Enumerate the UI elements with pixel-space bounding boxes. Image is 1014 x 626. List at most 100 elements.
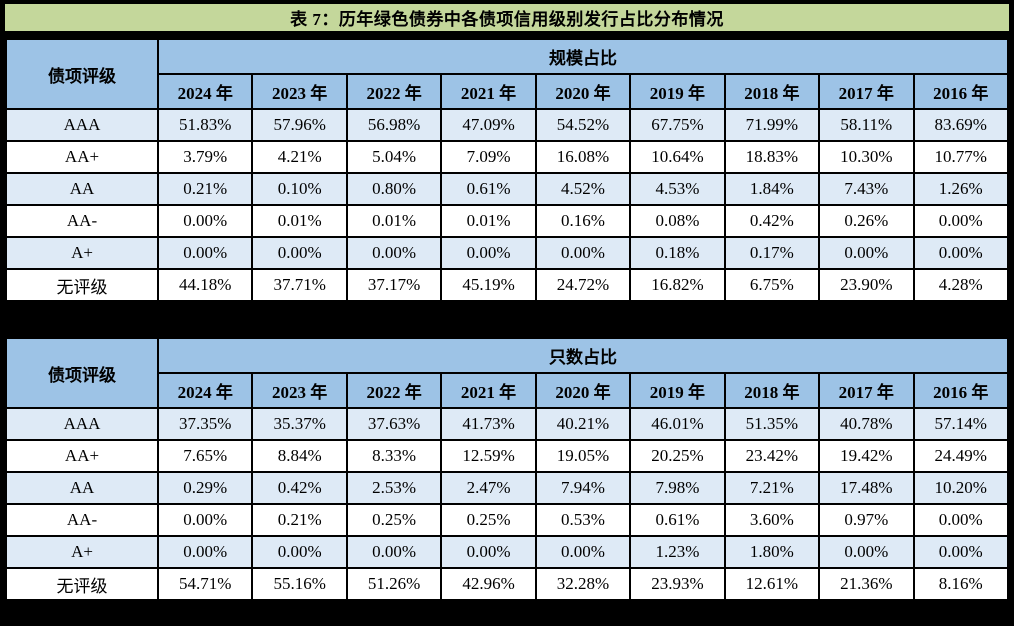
value-cell: 2.47% <box>440 471 537 505</box>
value-cell: 7.21% <box>723 471 821 505</box>
scale-share-table: 债项评级 规模占比 2024 年 2023 年 2022 年 2021 年 2020 年 20… <box>5 38 1009 302</box>
value-cell: 0.00% <box>440 236 537 270</box>
value-cell: 0.00% <box>818 535 915 569</box>
year-header: 2024 年 <box>156 372 254 409</box>
year-header: 2020 年 <box>534 73 632 110</box>
value-cell: 55.16% <box>251 567 348 601</box>
value-cell: 0.08% <box>629 204 726 238</box>
value-cell: 0.01% <box>440 204 537 238</box>
value-cell: 21.36% <box>818 567 915 601</box>
table-row: AA- 0.00% 0.01% 0.01% 0.01% 0.16% 0.08% 0.42% 0.… <box>5 204 1009 238</box>
value-cell: 1.23% <box>629 535 726 569</box>
rating-label: AA <box>5 471 159 505</box>
table-row: 无评级 54.71% 55.16% 51.26% 42.96% 32.28% 23.93% 1… <box>5 567 1009 601</box>
value-cell: 0.61% <box>440 172 537 206</box>
value-cell: 0.00% <box>251 236 348 270</box>
value-cell: 0.00% <box>156 204 254 238</box>
value-cell: 0.00% <box>912 204 1009 238</box>
value-cell: 16.82% <box>629 268 726 302</box>
value-cell: 12.61% <box>723 567 821 601</box>
table-row: AA+ 3.79% 4.21% 5.04% 7.09% 16.08% 10.64% 18.83… <box>5 140 1009 174</box>
value-cell: 0.10% <box>251 172 348 206</box>
group-header: 只数占比 <box>157 337 1009 374</box>
rating-column-header: 债项评级 <box>5 38 159 110</box>
year-header: 2023 年 <box>251 73 348 110</box>
table-row: AAA 51.83% 57.96% 56.98% 47.09% 54.52% 67.75% 7… <box>5 108 1009 142</box>
value-cell: 0.29% <box>156 471 254 505</box>
value-cell: 0.97% <box>818 503 915 537</box>
value-cell: 54.71% <box>156 567 254 601</box>
value-cell: 0.01% <box>345 204 443 238</box>
year-header: 2022 年 <box>345 372 443 409</box>
rating-label: AA <box>5 172 159 206</box>
value-cell: 0.00% <box>912 503 1009 537</box>
value-cell: 7.98% <box>629 471 726 505</box>
rating-label: AA+ <box>5 439 159 473</box>
year-header: 2021 年 <box>440 73 537 110</box>
year-header: 2019 年 <box>629 73 726 110</box>
value-cell: 10.77% <box>912 140 1009 174</box>
value-cell: 12.59% <box>440 439 537 473</box>
value-cell: 0.00% <box>534 236 632 270</box>
value-cell: 8.84% <box>251 439 348 473</box>
year-header: 2024 年 <box>156 73 254 110</box>
value-cell: 20.25% <box>629 439 726 473</box>
value-cell: 83.69% <box>912 108 1009 142</box>
value-cell: 23.93% <box>629 567 726 601</box>
value-cell: 51.83% <box>156 108 254 142</box>
value-cell: 44.18% <box>156 268 254 302</box>
value-cell: 1.84% <box>723 172 821 206</box>
value-cell: 0.21% <box>156 172 254 206</box>
value-cell: 71.99% <box>723 108 821 142</box>
value-cell: 1.80% <box>723 535 821 569</box>
value-cell: 23.42% <box>723 439 821 473</box>
value-cell: 0.00% <box>251 535 348 569</box>
value-cell: 0.01% <box>251 204 348 238</box>
value-cell: 10.30% <box>818 140 915 174</box>
value-cell: 10.20% <box>912 471 1009 505</box>
value-cell: 0.00% <box>912 236 1009 270</box>
value-cell: 58.11% <box>818 108 915 142</box>
value-cell: 3.60% <box>723 503 821 537</box>
value-cell: 40.78% <box>818 407 915 441</box>
value-cell: 17.48% <box>818 471 915 505</box>
value-cell: 0.53% <box>534 503 632 537</box>
table-row: AA 0.29% 0.42% 2.53% 2.47% 7.94% 7.98% 7.21% 17.… <box>5 471 1009 505</box>
value-cell: 4.28% <box>912 268 1009 302</box>
value-cell: 45.19% <box>440 268 537 302</box>
value-cell: 0.61% <box>629 503 726 537</box>
value-cell: 0.00% <box>156 535 254 569</box>
value-cell: 8.16% <box>912 567 1009 601</box>
value-cell: 4.52% <box>534 172 632 206</box>
value-cell: 6.75% <box>723 268 821 302</box>
value-cell: 0.00% <box>440 535 537 569</box>
count-share-table: 债项评级 只数占比 2024 年 2023 年 2022 年 2021 年 2020 年 20… <box>5 337 1009 601</box>
value-cell: 19.42% <box>818 439 915 473</box>
value-cell: 37.71% <box>251 268 348 302</box>
value-cell: 0.26% <box>818 204 915 238</box>
value-cell: 57.96% <box>251 108 348 142</box>
value-cell: 42.96% <box>440 567 537 601</box>
value-cell: 2.53% <box>345 471 443 505</box>
year-header: 2017 年 <box>818 73 915 110</box>
value-cell: 35.37% <box>251 407 348 441</box>
value-cell: 51.35% <box>723 407 821 441</box>
year-header: 2017 年 <box>818 372 915 409</box>
table-row: 无评级 44.18% 37.71% 37.17% 45.19% 24.72% 16.82% 6… <box>5 268 1009 302</box>
table-row: AA 0.21% 0.10% 0.80% 0.61% 4.52% 4.53% 1.84% 7.4… <box>5 172 1009 206</box>
value-cell: 51.26% <box>345 567 443 601</box>
value-cell: 0.00% <box>156 503 254 537</box>
year-header: 2022 年 <box>345 73 443 110</box>
year-header: 2023 年 <box>251 372 348 409</box>
value-cell: 0.00% <box>912 535 1009 569</box>
value-cell: 0.42% <box>723 204 821 238</box>
value-cell: 10.64% <box>629 140 726 174</box>
table-row: AA- 0.00% 0.21% 0.25% 0.25% 0.53% 0.61% 3.60% 0.… <box>5 503 1009 537</box>
year-header: 2018 年 <box>723 73 821 110</box>
table-row: A+ 0.00% 0.00% 0.00% 0.00% 0.00% 1.23% 1.80% 0.0… <box>5 535 1009 569</box>
value-cell: 3.79% <box>156 140 254 174</box>
year-header: 2016 年 <box>912 372 1009 409</box>
value-cell: 1.26% <box>912 172 1009 206</box>
year-header: 2019 年 <box>629 372 726 409</box>
